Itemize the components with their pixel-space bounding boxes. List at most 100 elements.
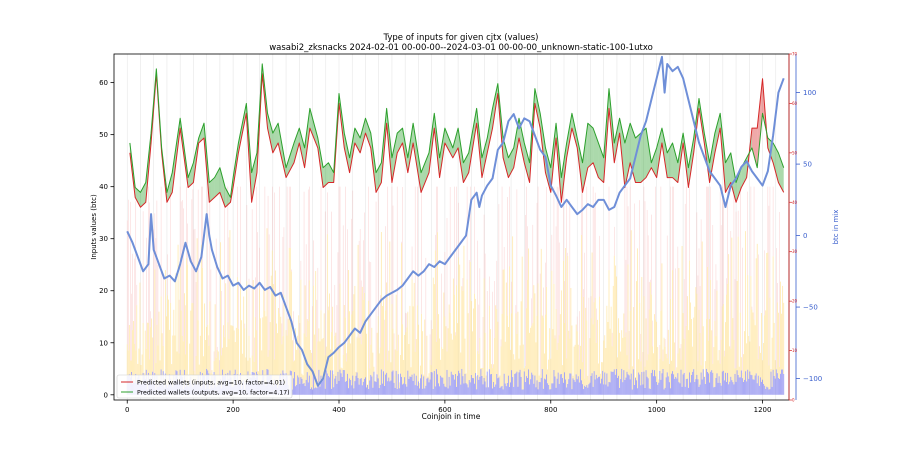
fill-outputs-above: [725, 152, 731, 193]
fill-outputs-above: [407, 123, 414, 173]
fill-outputs-above: [730, 152, 737, 203]
y-tick-label: 40: [99, 183, 108, 191]
fill-outputs-above: [571, 113, 578, 148]
fill-outputs-above: [463, 152, 469, 183]
line-outputs: [129, 63, 785, 198]
y-tick-label: 20: [99, 287, 108, 295]
fill-outputs-above: [323, 162, 329, 188]
fill-outputs-above: [709, 133, 715, 183]
x-tick-label: 400: [332, 406, 345, 414]
y-axis-right-label: btc in mix: [832, 210, 840, 245]
fill-outputs-above: [413, 123, 422, 193]
fill-outputs-above: [397, 128, 403, 153]
fill-outputs-above: [188, 162, 194, 188]
fill-outputs-above: [140, 182, 146, 208]
legend: Predicted wallets (inputs, avg=10, facto…: [116, 374, 293, 399]
fill-outputs-above: [736, 167, 742, 203]
chart-subtitle: wasabi2_zksnacks 2024-02-01 00-00-00--20…: [269, 43, 653, 53]
fill-outputs-above: [391, 133, 398, 183]
fill-outputs-above: [354, 128, 361, 153]
fill-inputs-above: [757, 78, 763, 168]
fill-outputs-above: [294, 128, 300, 163]
fill-outputs-above: [328, 162, 334, 183]
y-axis-label: Inputs values (btc): [90, 194, 98, 260]
fill-outputs-above: [614, 118, 620, 163]
fill-outputs-above: [439, 128, 445, 178]
legend-box: [116, 374, 293, 399]
fill-outputs-above: [587, 123, 594, 168]
fill-outputs-above: [402, 128, 408, 173]
fill-outputs-above: [299, 128, 305, 168]
x-tick-label: 1000: [648, 406, 666, 414]
x-axis-label: Coinjoin in time: [422, 412, 481, 421]
x-axis: 0 200 400 600 800 1000 1200: [125, 400, 771, 414]
fill-outputs-above: [365, 118, 371, 148]
input-value-bars: [126, 186, 785, 395]
fill-outputs-above: [344, 133, 350, 173]
fill-outputs-above: [468, 108, 477, 173]
x-tick-label: 1200: [754, 406, 772, 414]
y-axis-left: 0 10 20 30 40 50 60: [99, 79, 114, 399]
fill-outputs-above: [688, 138, 694, 188]
fill-outputs-above: [656, 128, 662, 178]
fill-outputs-above: [640, 128, 647, 183]
fill-outputs-above: [487, 108, 493, 153]
y2-tick-label: 0: [803, 232, 807, 240]
fill-outputs-above: [646, 128, 652, 178]
fill-outputs-above: [452, 128, 459, 158]
line-inputs: [129, 73, 785, 208]
fill-outputs-above: [251, 152, 257, 203]
fill-outputs-above: [513, 118, 519, 168]
y3-tick-label: 40: [792, 200, 798, 205]
fill-outputs-above: [566, 113, 572, 158]
fill-outputs-above: [376, 162, 382, 193]
fill-outputs-above: [714, 113, 721, 153]
y3-tick-label: 50: [792, 150, 798, 155]
y3-tick-label: 0: [792, 398, 795, 403]
chart-title: Type of inputs for given cjtx (values): [383, 33, 539, 43]
y-tick-label: 50: [99, 131, 108, 139]
y-axis-right-inner: 0 10 20 30 40 50 60 70: [789, 52, 798, 403]
y2-tick-label: 50: [803, 161, 812, 169]
y2-tick-label: −100: [803, 375, 822, 383]
y-tick-label: 60: [99, 79, 108, 87]
fill-outputs-above: [481, 138, 488, 178]
fill-outputs-above: [209, 177, 215, 203]
fill-outputs-above: [267, 113, 273, 153]
fill-outputs-above: [286, 142, 294, 178]
y2-tick-label: −50: [803, 304, 818, 312]
series-lines: [126, 55, 785, 387]
y3-tick-label: 30: [792, 249, 798, 254]
legend-label-outputs: Predicted wallets (outputs, avg=10, fact…: [137, 390, 290, 397]
fill-outputs-above: [534, 88, 541, 129]
fill-outputs-above: [778, 152, 784, 193]
fill-outputs-above: [667, 142, 673, 178]
x-tick-label: 600: [438, 406, 451, 414]
fill-outputs-above: [219, 167, 226, 208]
y-axis-right-outer: −100 −50 0 50 100: [796, 89, 822, 383]
y-tick-label: 0: [104, 391, 108, 399]
y3-tick-label: 60: [792, 101, 798, 106]
line-btc-in-mix: [126, 55, 785, 387]
fill-outputs-above: [304, 108, 310, 168]
fill-outputs-above: [444, 128, 453, 158]
fill-outputs-above: [661, 128, 668, 178]
fill-outputs-above: [503, 138, 509, 178]
fill-outputs-above: [225, 187, 231, 208]
fill-outputs-above: [349, 128, 355, 173]
y3-tick-label: 10: [792, 348, 798, 353]
fill-outputs-above: [519, 118, 525, 163]
x-tick-label: 200: [226, 406, 239, 414]
legend-label-inputs: Predicted wallets (inputs, avg=10, facto…: [137, 380, 285, 387]
y3-tick-label: 70: [792, 52, 798, 57]
fill-outputs-above: [773, 142, 779, 183]
y-tick-label: 30: [99, 235, 108, 243]
fill-outputs-above: [309, 108, 318, 148]
fill-inputs-above: [751, 128, 758, 168]
fill-outputs-above: [421, 152, 429, 193]
fill-outputs-above: [598, 142, 604, 183]
fill-outputs-above: [635, 133, 641, 183]
fill-outputs-above: [135, 187, 141, 208]
fill-outputs-above: [672, 142, 678, 183]
